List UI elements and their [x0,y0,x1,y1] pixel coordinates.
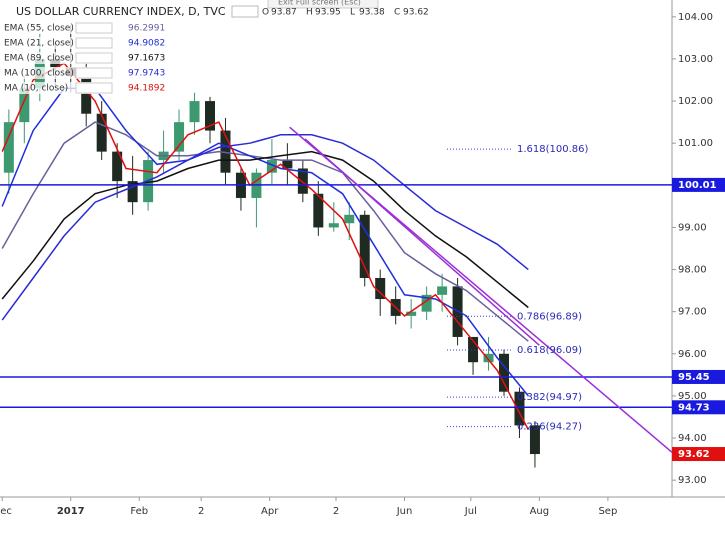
last-price-label: 93.62 [678,449,710,460]
candle-body [127,181,138,203]
y-tick-label: 94.00 [678,433,707,444]
candle-body [81,75,92,114]
candle-body [297,168,308,194]
y-tick-label: 96.00 [678,349,707,360]
ohlc-key: H [306,8,313,18]
ma-line [1,134,529,321]
legend-icons [75,22,113,34]
candle-body [174,122,185,152]
x-tick-label: Sep [598,506,617,517]
x-tick-label: Apr [261,506,279,517]
x-tick-label: 2017 [57,506,85,517]
candle-body [96,113,107,152]
fib-label: 0.236(94.27) [517,422,582,433]
candle-body [468,336,479,363]
legend-value: 94.9082 [128,39,165,49]
ohlc-key: L [350,8,355,18]
chart-title: US DOLLAR CURRENCY INDEX, D, TVC [16,5,226,18]
y-tick-label: 95.00 [678,391,707,402]
candle-body [3,122,14,173]
candle-body [514,391,525,426]
legend-name: EMA (21, close) [4,39,74,49]
y-tick-label: 97.00 [678,307,707,318]
candle-body [266,160,277,173]
legend-value: 97.9743 [128,69,165,79]
y-tick-label: 101.00 [678,138,713,149]
x-tick-label: Jul [464,506,477,517]
level-tag [672,177,725,192]
fib-label: 0.382(94.97) [517,392,582,403]
x-tick-label: Feb [130,506,148,517]
candle-body [313,193,324,228]
legend-value: 94.1892 [128,84,165,94]
level-label: 100.01 [678,180,717,191]
candle-body [421,294,432,312]
candle-body [282,160,293,169]
ohlc-key: O [262,8,269,18]
fib-label: 0.618(96.09) [517,345,582,356]
ma-line [1,150,529,309]
y-tick-label: 104.00 [678,12,713,23]
legend-value: 96.2991 [128,24,165,34]
candle-body [205,101,215,131]
level-tag [672,369,725,384]
candle-body [483,353,494,363]
last-price-tag [672,447,725,462]
fib-label: 1.618(100.86) [517,144,589,155]
candle-body [112,151,123,182]
header-icons [231,5,259,18]
candle-body [529,425,540,455]
fib-label: 0.786(96.89) [517,311,582,322]
x-tick-label: 2 [198,506,204,517]
x-tick-label: Dec [0,506,12,517]
candle-body [328,223,339,228]
ohlc-value: 93.62 [403,8,429,18]
legend-value: 97.1673 [128,54,165,64]
candle-body [437,286,448,295]
legend-icons [75,52,113,64]
y-tick-label: 103.00 [678,54,713,65]
legend-name: MA (100, close) [4,69,74,79]
ohlc-key: C [394,8,400,18]
x-tick-label: Jun [396,506,413,517]
legend-name: EMA (89, close) [4,54,74,64]
legend-icons [75,37,113,49]
y-tick-label: 99.00 [678,222,707,233]
candle-body [19,88,30,123]
level-label: 94.73 [678,402,710,413]
legend-name: MA (10, close) [4,84,68,94]
legend-icons [75,82,113,94]
trendline [304,138,540,346]
y-tick-label: 102.00 [678,96,713,107]
tooltip-box [267,0,379,9]
candle-body [499,353,509,392]
candle-body [220,130,231,173]
tooltip: Exit Full screen (Esc) [278,0,361,7]
candle-body [359,214,370,278]
ohlc-value: 93.87 [271,8,297,18]
level-label: 95.45 [678,372,710,383]
ma-line [1,62,529,430]
y-tick-label: 98.00 [678,265,707,276]
legend-name: EMA (55, close) [4,24,74,34]
candle-body [406,311,417,316]
candle-body [189,101,200,123]
ohlc-value: 93.95 [315,8,341,18]
x-tick-label: Aug [530,506,550,517]
y-tick-label: 93.00 [678,475,707,486]
legend-icons [75,67,113,79]
candle-body [375,277,386,300]
x-tick-label: 2 [333,506,339,517]
ohlc-value: 93.38 [359,8,385,18]
level-tag [672,400,725,415]
candle-body [344,214,355,224]
